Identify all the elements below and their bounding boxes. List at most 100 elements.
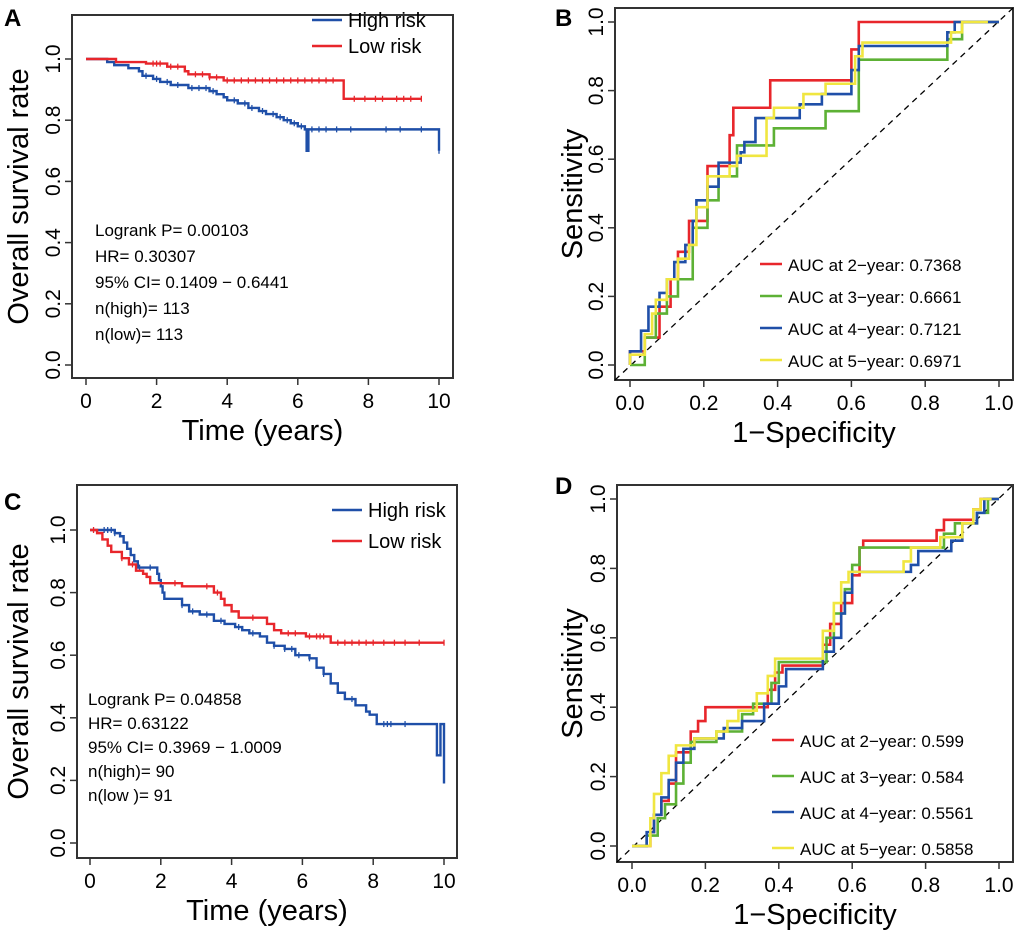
- survival-curve-high-risk: [90, 528, 446, 784]
- survival-curve-low-risk: [90, 528, 444, 644]
- panel-label: A: [4, 5, 21, 32]
- stat-annotation: 95% CI= 0.3969 − 1.0009: [88, 738, 282, 757]
- stat-annotation: n(high)= 90: [88, 762, 174, 781]
- x-tick-label: 0.4: [763, 392, 793, 415]
- y-tick-label: 0.8: [585, 76, 608, 105]
- panel-label: D: [555, 473, 572, 500]
- x-tick-label: 10: [427, 390, 450, 413]
- x-tick-label: 6: [292, 390, 304, 413]
- legend-label: High risk: [368, 500, 447, 522]
- y-axis-label: Sensitivity: [557, 128, 589, 259]
- x-tick-label: 4: [221, 390, 233, 413]
- x-tick-label: 1.0: [984, 392, 1013, 415]
- survival-curve-high-risk: [86, 57, 441, 152]
- panel-c: C 0 2 4 6 8 10 0.0 0.2 0.4 0.6 0.8 1.0 Time (years) Ov…: [3, 484, 458, 927]
- reference-diagonal: [614, 7, 1014, 381]
- stat-annotation: HR= 0.63122: [88, 714, 189, 733]
- roc-curve-4-year: [632, 497, 999, 848]
- y-axis-label: Overall survival rate: [3, 543, 35, 799]
- x-tick-label: 2: [151, 390, 163, 413]
- x-axis-label: Time (years): [182, 415, 344, 447]
- stat-annotation: n(low )= 91: [88, 786, 173, 805]
- legend-label: AUC at 5−year: 0.6971: [788, 352, 961, 371]
- stat-annotation: 95% CI= 0.1409 − 0.6441: [95, 273, 289, 292]
- legend-label: AUC at 2−year: 0.7368: [788, 256, 961, 275]
- reference-diagonal: [616, 484, 1014, 863]
- y-tick-label: 0.6: [587, 623, 610, 652]
- roc-curve-3-year: [630, 20, 999, 367]
- plot-frame: [616, 484, 1014, 863]
- stat-annotation: Logrank P= 0.04858: [88, 690, 242, 709]
- y-tick-label: 0.0: [587, 831, 610, 860]
- y-axis-label: Overall survival rate: [3, 68, 35, 324]
- x-tick-label: 0.0: [617, 874, 646, 897]
- x-tick-label: 0: [80, 390, 92, 413]
- y-tick-label: 0.8: [42, 106, 65, 135]
- y-tick-label: 0.2: [587, 762, 610, 791]
- y-tick-label: 0.0: [585, 350, 608, 379]
- x-tick-label: 2: [155, 870, 167, 893]
- x-axis-label: 1−Specificity: [732, 417, 896, 449]
- y-tick-label: 0.4: [42, 228, 65, 258]
- y-tick-label: 0.4: [47, 703, 70, 733]
- panel-a: A 0 2 4 6 8 10 0.0 0.2 0.4 0.6 0.8 1.0 Time (years) Ov…: [3, 5, 454, 447]
- roc-curve-5-year: [628, 20, 988, 365]
- x-axis-label: Time (years): [186, 895, 348, 927]
- legend-label: AUC at 2−year: 0.599: [800, 732, 964, 751]
- y-tick-label: 0.6: [47, 641, 70, 670]
- panel-b: B 0.0 0.2 0.4 0.6 0.8 1.0 0.0 0.2 0.4 0.6 0.8 1.0 1−S…: [555, 5, 1014, 449]
- roc-curve-3-year: [632, 497, 999, 848]
- y-axis-label: Sensitivity: [557, 608, 589, 739]
- y-tick-label: 0.2: [47, 766, 70, 795]
- x-tick-label: 0.6: [837, 392, 866, 415]
- y-tick-label: 0.4: [585, 213, 608, 243]
- roc-curve-4-year: [628, 20, 999, 365]
- y-tick-label: 0.8: [587, 554, 610, 583]
- stat-annotation: n(low)= 113: [95, 325, 183, 344]
- legend-label: Low risk: [348, 36, 422, 58]
- x-tick-label: 6: [297, 870, 309, 893]
- x-tick-label: 0.8: [911, 392, 940, 415]
- y-tick-label: 0.4: [587, 692, 610, 722]
- y-tick-label: 0.0: [42, 350, 65, 379]
- x-tick-label: 0.6: [838, 874, 867, 897]
- panel-label: B: [555, 5, 572, 32]
- y-tick-label: 0.2: [585, 282, 608, 311]
- legend-label: AUC at 5−year: 0.5858: [800, 840, 973, 859]
- x-tick-label: 0.2: [691, 874, 720, 897]
- y-tick-label: 1.0: [47, 515, 70, 544]
- plot-frame: [614, 7, 1014, 381]
- y-tick-label: 1.0: [587, 484, 610, 513]
- x-tick-label: 0.2: [689, 392, 718, 415]
- legend-label: High risk: [348, 10, 427, 32]
- panel-label: C: [4, 489, 21, 516]
- y-tick-label: 0.0: [47, 828, 70, 857]
- roc-curve-2-year: [628, 20, 999, 365]
- y-tick-label: 0.6: [585, 145, 608, 174]
- stat-annotation: HR= 0.30307: [95, 247, 196, 266]
- y-tick-label: 0.8: [47, 578, 70, 607]
- panel-d: D 0.0 0.2 0.4 0.6 0.8 1.0 0.0 0.2 0.4 0.6 0.8 1.0 1−S…: [555, 473, 1014, 931]
- plot-frame: [71, 14, 454, 379]
- x-tick-label: 8: [367, 870, 379, 893]
- legend-label: AUC at 4−year: 0.5561: [800, 804, 973, 823]
- roc-curve-5-year: [632, 497, 992, 848]
- plot-frame: [76, 484, 458, 859]
- x-tick-label: 0.4: [764, 874, 794, 897]
- y-tick-label: 1.0: [42, 44, 65, 73]
- legend-label: AUC at 3−year: 0.6661: [788, 288, 961, 307]
- x-tick-label: 4: [226, 870, 238, 893]
- y-tick-label: 0.2: [42, 289, 65, 318]
- x-tick-label: 0.0: [615, 392, 644, 415]
- x-tick-label: 0: [84, 870, 96, 893]
- legend-label: Low risk: [368, 531, 442, 553]
- x-tick-label: 1.0: [984, 874, 1013, 897]
- legend-label: AUC at 3−year: 0.584: [800, 768, 964, 787]
- x-tick-label: 8: [363, 390, 375, 413]
- stat-annotation: n(high)= 113: [95, 299, 190, 318]
- y-tick-label: 0.6: [42, 167, 65, 196]
- x-axis-label: 1−Specificity: [733, 899, 897, 931]
- x-tick-label: 0.8: [911, 874, 940, 897]
- stat-annotation: Logrank P= 0.00103: [95, 221, 249, 240]
